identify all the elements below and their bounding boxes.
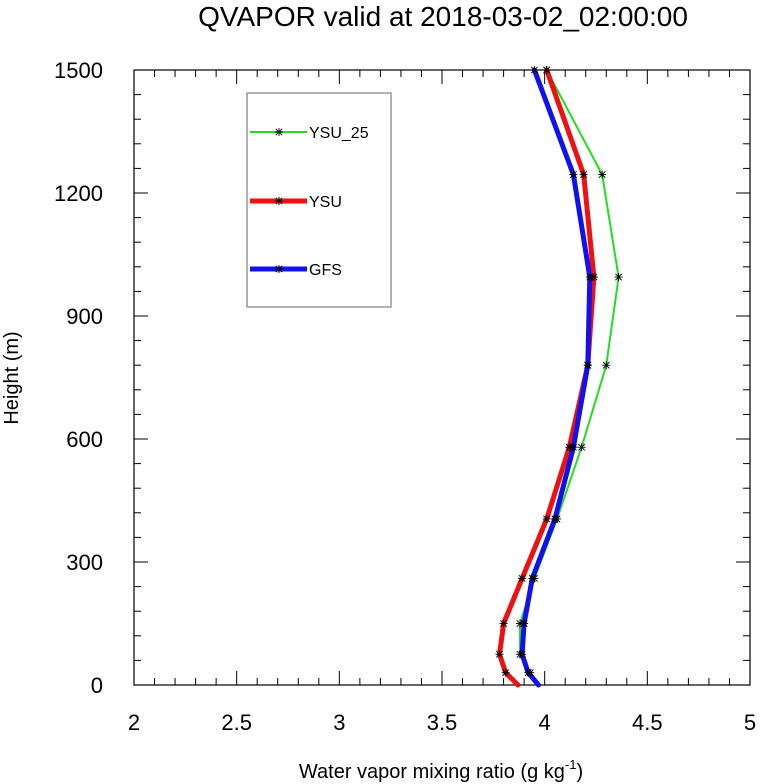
- data-point-marker: [614, 273, 623, 282]
- data-point-marker: [542, 66, 551, 74]
- series-lines: [497, 67, 620, 688]
- x-tick-labels: 2 2.5 3 3.5 4 4.5 5: [128, 710, 756, 735]
- data-point-marker: [598, 170, 607, 179]
- chart-title: QVAPOR valid at 2018-03-02_02:00:00: [198, 1, 688, 32]
- data-point-marker: [583, 361, 592, 370]
- x-tick-label: 3.5: [427, 710, 458, 735]
- data-point-marker: [569, 170, 578, 179]
- legend: YSU_25 YSU GFS: [246, 92, 392, 308]
- x-tick-label: 2.5: [221, 710, 252, 735]
- legend-marker: [275, 128, 283, 136]
- data-point-marker: [528, 574, 537, 583]
- data-point-marker: [585, 273, 594, 282]
- y-tick-label: 1500: [54, 58, 103, 83]
- data-point-marker: [524, 668, 533, 677]
- data-point-marker: [579, 170, 588, 179]
- series-markers: [495, 66, 623, 677]
- axis-ticks: [133, 69, 751, 686]
- data-point-marker: [518, 574, 527, 583]
- plot-area: [133, 69, 751, 686]
- x-tick-label: 2: [128, 710, 140, 735]
- x-tick-label: 3: [333, 710, 345, 735]
- x-axis-label-text: Water vapor mixing ratio (g kg: [299, 761, 565, 783]
- legend-label: GFS: [309, 262, 342, 279]
- data-point-marker: [602, 361, 611, 370]
- data-point-marker: [569, 443, 578, 452]
- y-tick-labels: 0 300 600 900 1200 1500: [54, 58, 103, 698]
- series-line-ysu: [497, 67, 597, 688]
- y-tick-label: 600: [66, 427, 103, 452]
- x-tick-label: 5: [744, 710, 756, 735]
- y-tick-label: 300: [66, 550, 103, 575]
- data-point-marker: [501, 668, 510, 677]
- data-point-marker: [542, 514, 551, 523]
- x-tick-label: 4: [539, 710, 551, 735]
- data-point-marker: [520, 619, 529, 628]
- legend-marker: [275, 197, 283, 205]
- legend-marker: [275, 265, 283, 273]
- data-point-marker: [518, 650, 527, 659]
- data-point-marker: [577, 443, 586, 452]
- data-point-marker: [550, 514, 559, 523]
- x-axis-label-superscript: -1: [565, 757, 577, 772]
- y-tick-label: 0: [91, 673, 103, 698]
- x-axis-label: Water vapor mixing ratio (g kg-1): [299, 757, 583, 783]
- data-point-marker: [530, 66, 539, 74]
- x-tick-label: 4.5: [632, 710, 663, 735]
- legend-label: YSU_25: [309, 125, 369, 142]
- y-tick-label: 900: [66, 304, 103, 329]
- y-tick-label: 1200: [54, 181, 103, 206]
- legend-label: YSU: [309, 194, 342, 211]
- y-axis-label: Height (m): [1, 331, 23, 424]
- x-axis-label-close: ): [576, 761, 583, 783]
- data-point-marker: [495, 650, 504, 659]
- data-point-marker: [499, 619, 508, 628]
